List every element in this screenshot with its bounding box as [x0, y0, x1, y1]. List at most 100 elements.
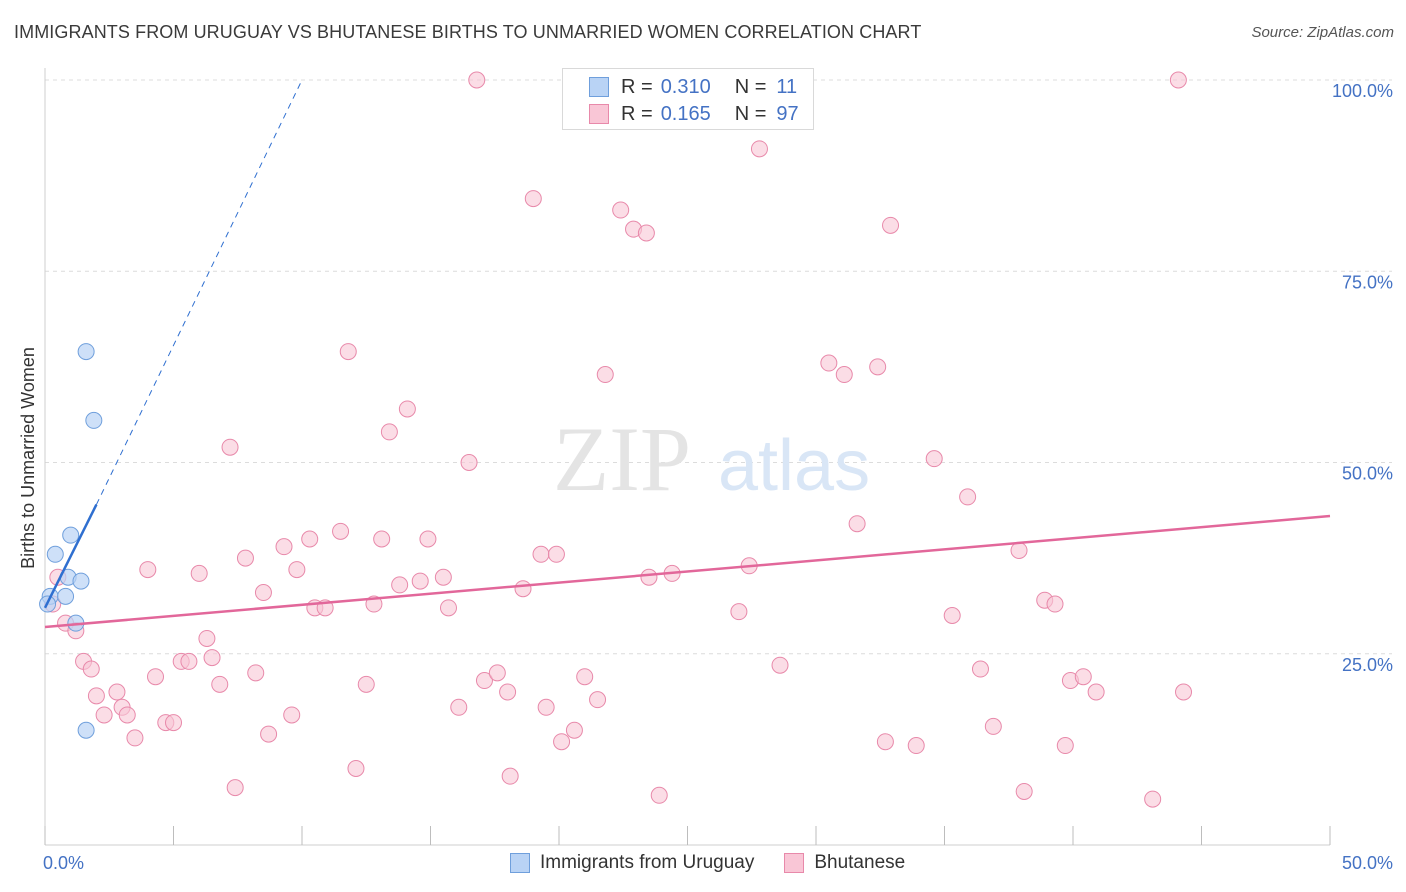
bhutanese-point — [475, 672, 493, 690]
bhutanese-point — [750, 140, 768, 158]
legend-n-label: N = — [734, 75, 767, 98]
bhutanese-point — [925, 450, 943, 468]
bhutanese-point — [650, 786, 668, 804]
bhutanese-point — [247, 664, 265, 682]
bhutanese-series — [44, 71, 1193, 808]
legend-label-bhutanese: Bhutanese — [814, 852, 906, 873]
uruguay-point — [77, 721, 95, 739]
bhutanese-point — [835, 366, 853, 384]
y-tick-label: 25.0% — [1342, 655, 1393, 675]
bhutanese-point — [126, 729, 144, 747]
bhutanese-point — [596, 366, 614, 384]
bhutanese-point — [1169, 71, 1187, 89]
bhutanese-point — [380, 423, 398, 441]
bhutanese-point — [848, 515, 866, 533]
bhutanese-point — [959, 488, 977, 506]
bhutanese-point — [411, 572, 429, 590]
bhutanese-point — [869, 358, 887, 376]
chart-title: IMMIGRANTS FROM URUGUAY VS BHUTANESE BIR… — [14, 22, 922, 42]
bhutanese-point — [203, 649, 221, 667]
uruguay-point — [85, 411, 103, 429]
legend-swatch-uruguay — [510, 853, 530, 873]
bhutanese-point — [180, 652, 198, 670]
bhutanese-point — [139, 561, 157, 579]
bhutanese-point — [637, 224, 655, 242]
legend-item-uruguay: Immigrants from Uruguay — [510, 852, 754, 874]
bhutanese-point — [882, 216, 900, 234]
bhutanese-point — [118, 706, 136, 724]
watermark-zip: ZIP — [553, 408, 691, 510]
uruguay-trend-line — [43, 504, 98, 609]
bhutanese-point — [288, 561, 306, 579]
bhutanese-point — [211, 675, 229, 693]
legend-n-value: 97 — [776, 102, 799, 125]
bhutanese-point — [254, 584, 272, 602]
bhutanese-point — [984, 717, 1002, 735]
tick-labels: 25.0% 50.0% 75.0% 100.0% 0.0% 50.0% — [43, 81, 1393, 873]
bhutanese-point — [226, 779, 244, 797]
bhutanese-point — [260, 725, 278, 743]
bhutanese-point — [771, 656, 789, 674]
bhutanese-point — [165, 714, 182, 732]
uruguay-point — [62, 526, 80, 544]
bhutanese-point — [1144, 790, 1162, 808]
legend-r-label: R = — [621, 102, 653, 125]
bhutanese-point — [95, 706, 113, 724]
trend-lines — [43, 79, 1331, 629]
bhutanese-point — [501, 767, 519, 785]
bhutanese-point — [876, 733, 894, 751]
bhutanese-point — [357, 675, 375, 693]
bhutanese-point — [87, 687, 105, 705]
watermark-atlas: atlas — [718, 426, 870, 506]
legend-label-uruguay: Immigrants from Uruguay — [540, 852, 755, 873]
legend-item-bhutanese: Bhutanese — [784, 852, 905, 874]
bhutanese-point — [347, 760, 365, 777]
bhutanese-trend-line — [44, 514, 1331, 629]
legend-r-label: R = — [621, 75, 653, 98]
bhutanese-point — [1015, 782, 1033, 800]
bhutanese-point — [532, 545, 550, 563]
bhutanese-point — [907, 737, 925, 755]
bhutanese-point — [468, 71, 486, 89]
bhutanese-point — [576, 668, 594, 686]
bhutanese-point — [398, 400, 416, 418]
legend-n-value: 11 — [776, 75, 798, 98]
bhutanese-point — [190, 564, 208, 582]
bhutanese-point — [82, 660, 100, 678]
uruguay-point — [57, 587, 75, 605]
uruguay-point — [77, 343, 95, 361]
bhutanese-point — [373, 530, 391, 548]
bhutanese-point — [499, 683, 517, 701]
bhutanese-point — [283, 706, 301, 724]
bhutanese-point — [450, 698, 468, 716]
bhutanese-point — [221, 438, 239, 456]
watermark: ZIP atlas — [553, 408, 870, 510]
bhutanese-point — [236, 549, 254, 567]
y-axis-label: Births to Unmarried Women — [18, 347, 38, 569]
bhutanese-point — [514, 580, 532, 598]
bhutanese-point — [1087, 683, 1105, 701]
legend-n-label: N = — [734, 102, 767, 125]
bhutanese-point — [147, 668, 165, 686]
bhutanese-point — [553, 733, 571, 751]
bhutanese-point — [1046, 595, 1064, 613]
axes — [44, 68, 1331, 846]
legend-row-uruguay: R = 0.310 N = 11 — [589, 75, 797, 99]
legend-swatch-bhutanese — [589, 104, 609, 124]
bhutanese-point — [1074, 668, 1092, 686]
y-tick-label: 50.0% — [1342, 464, 1393, 484]
uruguay-series — [39, 343, 103, 739]
bhutanese-point — [971, 660, 989, 678]
bhutanese-point — [419, 530, 437, 548]
bhutanese-point — [488, 664, 506, 682]
legend-row-bhutanese: R = 0.165 N = 97 — [589, 102, 799, 126]
bhutanese-point — [332, 522, 350, 540]
bhutanese-point — [198, 629, 216, 647]
bhutanese-point — [1010, 541, 1028, 559]
bhutanese-point — [524, 190, 542, 208]
bhutanese-point — [589, 691, 607, 709]
bhutanese-point — [460, 454, 478, 471]
source-label: Source: ZipAtlas.com — [1251, 24, 1394, 41]
bhutanese-point — [565, 721, 583, 739]
